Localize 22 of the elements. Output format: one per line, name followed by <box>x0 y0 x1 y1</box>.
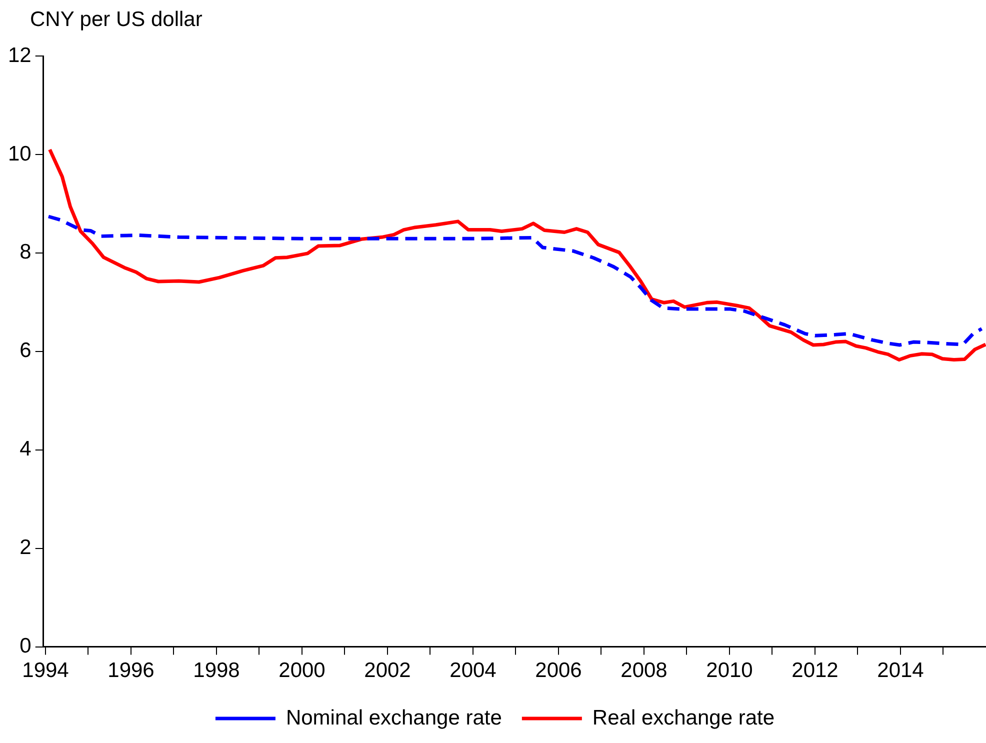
y-tick-label: 0 <box>20 634 32 658</box>
x-tick-label: 2000 <box>278 659 326 682</box>
line-series <box>46 214 984 347</box>
y-tick-label: 2 <box>20 536 32 560</box>
x-tick-label: 2008 <box>620 659 668 682</box>
y-axis-title: CNY per US dollar <box>30 8 202 32</box>
legend-label: Real exchange rate <box>592 706 775 730</box>
x-tick-label: 2006 <box>535 659 582 682</box>
y-tick-label: 10 <box>8 142 32 166</box>
y-tick-label: 12 <box>8 44 32 67</box>
x-tick-label: 1996 <box>108 659 154 682</box>
legend-label: Nominal exchange rate <box>286 706 502 730</box>
x-tick-label: 1998 <box>193 659 240 682</box>
x-tick-label: 2002 <box>364 659 411 682</box>
y-tick-label: 8 <box>20 240 32 264</box>
x-tick-label: 2014 <box>877 659 924 682</box>
x-tick-label: 2012 <box>792 659 838 682</box>
y-tick-label: 4 <box>20 438 32 461</box>
x-tick-label: 2010 <box>706 659 753 682</box>
x-tick-label: 1994 <box>22 659 70 682</box>
y-tick-label: 6 <box>20 339 32 362</box>
x-tick-label: 2004 <box>450 659 497 682</box>
